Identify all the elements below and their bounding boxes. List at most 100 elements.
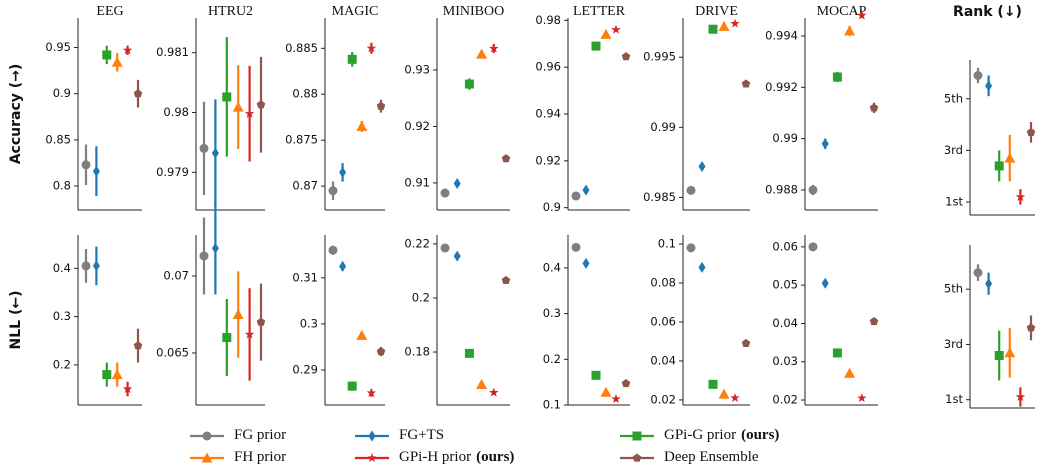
panel-title: MOCAP (817, 4, 867, 19)
y-tick-label: 0.3 (543, 306, 561, 320)
panel: 0.1 0.2 0.3 0.4 (543, 235, 631, 412)
y-tick-label: 5th (944, 282, 963, 296)
marker (571, 242, 581, 252)
marker (686, 243, 696, 253)
y-tick-label: 0.9 (543, 200, 561, 214)
marker (1015, 191, 1026, 201)
y-tick-label: 0.992 (765, 80, 798, 94)
legend-name: FH prior (234, 449, 286, 465)
panel: NLL (←) 0.2 0.3 0.4 (8, 235, 143, 406)
marker (741, 79, 751, 88)
y-tick-label: 0.981 (156, 45, 189, 59)
marker (328, 186, 338, 196)
marker (994, 161, 1004, 171)
y-tick-label: 0.988 (765, 182, 798, 196)
marker (600, 386, 612, 397)
legend-item: GPi-H prior (ours) (355, 449, 514, 465)
panel-title: HTRU2 (208, 4, 253, 19)
y-tick-label: 0.065 (156, 345, 189, 359)
panel-title: EEG (96, 4, 123, 19)
y-tick-label: 0.4 (53, 261, 71, 275)
marker (698, 261, 706, 273)
marker (808, 242, 818, 252)
marker (571, 191, 581, 201)
marker (102, 370, 112, 380)
marker (1004, 347, 1016, 358)
marker (730, 18, 740, 28)
marker (133, 341, 143, 350)
marker (232, 101, 244, 112)
marker (632, 453, 642, 462)
panel: LETTER 0.9 0.92 0.94 0.96 0.98 (535, 4, 631, 214)
legend-label: FG+TS (399, 427, 444, 443)
legend-label: GPi-G prior (ours) (664, 427, 779, 443)
marker (376, 101, 386, 110)
marker (869, 103, 879, 112)
y-tick-label: 0.4 (543, 260, 561, 274)
y-tick-label: 0.96 (535, 60, 561, 74)
marker (621, 52, 631, 61)
marker (857, 393, 867, 403)
y-tick-label: 0.885 (285, 41, 318, 55)
y-tick-label: 0.92 (535, 153, 561, 167)
y-tick-label: 0.1 (658, 236, 676, 250)
legend-item: Deep Ensemble (620, 449, 759, 465)
marker (611, 394, 621, 404)
y-tick-label: 0.979 (156, 165, 189, 179)
marker (367, 453, 377, 463)
y-tick-label: 0.29 (292, 362, 318, 376)
y-tick-label: 0.92 (404, 119, 430, 133)
marker (708, 379, 718, 389)
marker (440, 243, 450, 253)
y-tick-label: 1st (945, 195, 963, 209)
marker (582, 184, 590, 196)
marker (201, 452, 213, 463)
marker (199, 251, 209, 261)
legend-name: GPi-G prior (664, 427, 736, 443)
y-tick-label: 0.985 (643, 190, 676, 204)
marker (133, 89, 143, 98)
y-tick-label: 0.9 (53, 86, 71, 100)
marker (111, 369, 123, 380)
marker (808, 185, 818, 195)
panel-title: DRIVE (695, 4, 738, 19)
panel-title: MINIBOO (443, 4, 504, 19)
marker (1026, 323, 1036, 332)
y-tick-label: 0.87 (292, 179, 318, 193)
legend-item: FG+TS (355, 427, 444, 443)
y-tick-label: 0.04 (650, 353, 676, 367)
y-tick-label: 0.995 (643, 50, 676, 64)
marker (211, 147, 219, 159)
y-tick-label: 0.02 (772, 393, 798, 407)
marker (92, 260, 100, 272)
marker (821, 138, 829, 150)
marker (501, 154, 511, 163)
marker (376, 347, 386, 356)
row-label: Accuracy (→) (8, 64, 24, 165)
legend-item: FH prior (190, 449, 286, 465)
marker (832, 348, 842, 358)
panel: 0.29 0.3 0.31 (292, 235, 386, 406)
legend-label: GPi-H prior (ours) (399, 449, 514, 465)
y-tick-label: 0.2 (412, 290, 430, 304)
marker (122, 45, 133, 55)
marker (464, 348, 474, 358)
marker (92, 165, 100, 177)
marker (591, 41, 601, 51)
y-tick-label: 3rd (944, 143, 963, 157)
y-tick-label: 0.22 (404, 236, 430, 250)
y-tick-label: 0.18 (404, 345, 430, 359)
panel: 1st 3rd 5th (944, 245, 1036, 409)
marker (81, 160, 91, 170)
marker (973, 71, 983, 80)
marker (453, 177, 461, 189)
y-tick-label: 0.05 (772, 278, 798, 292)
marker (686, 185, 696, 195)
panel: 0.18 0.2 0.22 (404, 235, 511, 406)
marker (844, 25, 856, 36)
marker (832, 72, 842, 82)
panel: DRIVE 0.985 0.99 0.995 (643, 4, 751, 211)
panel-title: MAGIC (332, 4, 379, 19)
y-tick-label: 0.99 (772, 131, 798, 145)
